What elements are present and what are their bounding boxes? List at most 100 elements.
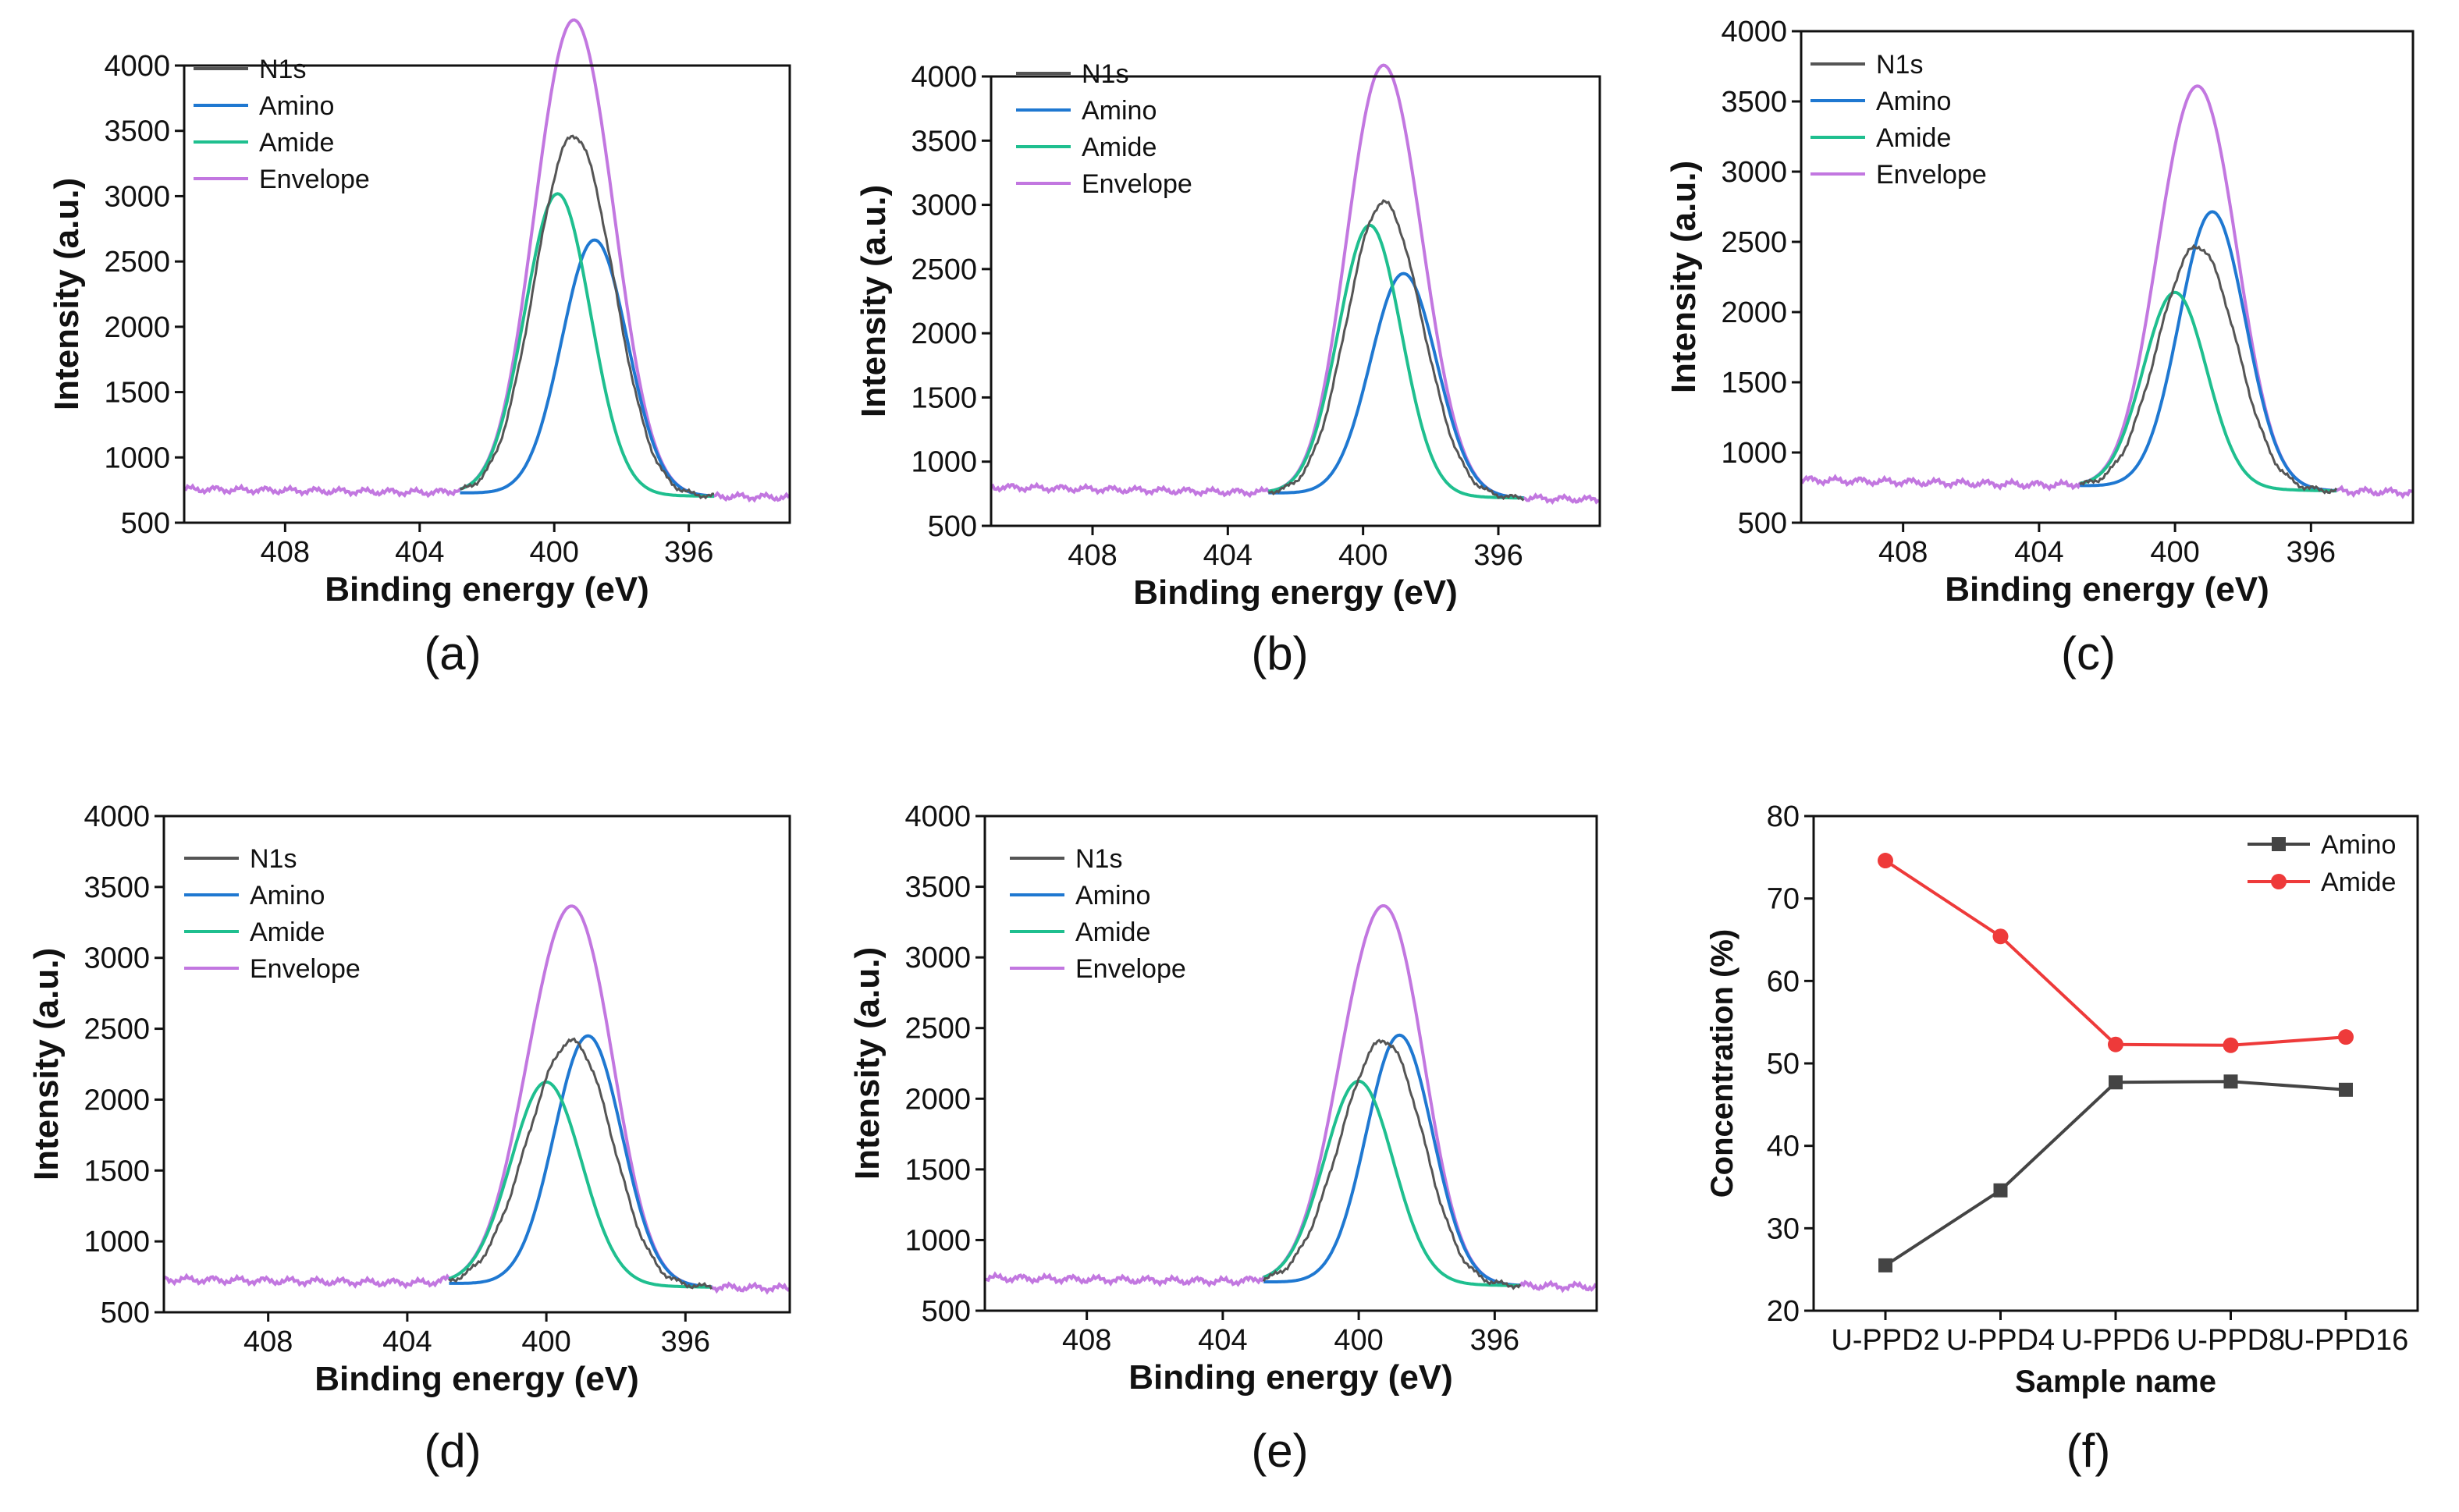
y-tick-label: 70 (1767, 883, 1800, 916)
plot-frame (183, 64, 791, 524)
legend-label: Amide (259, 128, 334, 158)
y-tick-label: 2500 (904, 1013, 971, 1045)
n1s-curve (460, 134, 715, 500)
y-axis-label: Intensity (a.u.) (48, 178, 86, 410)
y-tick-label: 4000 (104, 50, 170, 83)
legend-label: N1s (1082, 59, 1128, 89)
legend-label: Amide (1082, 133, 1157, 162)
y-axis-label: Intensity (a.u.) (848, 947, 887, 1180)
data-point-amide (1992, 928, 2009, 945)
y-tick-label: 20 (1767, 1295, 1800, 1328)
amide-curve (1263, 1079, 1521, 1287)
n1s-curve (1268, 199, 1525, 502)
y-tick-label: 4000 (904, 800, 971, 833)
y-tick-label: 40 (1767, 1130, 1800, 1163)
panel-d: 408 404 400 396 500 1000 1500 2000 2500 3000 3500 4… (27, 800, 791, 1477)
panel-caption: (b) (1251, 627, 1308, 680)
x-tick-label: 408 (243, 1326, 293, 1358)
n1s-curve (1262, 1038, 1522, 1290)
y-axis-label: Concentration (%) (1705, 929, 1739, 1198)
x-tick-label: U-PPD8 (2176, 1324, 2285, 1357)
y-axis-label: Intensity (a.u.) (1665, 161, 1703, 393)
y-tick-label: 1000 (84, 1226, 150, 1258)
legend-label: Amino (259, 91, 334, 121)
y-tick-label: 500 (1738, 507, 1787, 540)
plot-frame (983, 815, 1598, 1312)
panel-b: 408 404 400 396 500 1000 1500 2000 2500 3000 3500 4… (855, 59, 1601, 680)
x-tick-label: 396 (1470, 1324, 1519, 1357)
data-point-amino (1993, 1183, 2008, 1198)
x-axis-label: Binding energy (eV) (325, 570, 649, 609)
x-tick-label: 404 (1198, 1324, 1247, 1357)
x-axis-label: Binding energy (eV) (314, 1360, 639, 1398)
y-tick-label: 3500 (904, 871, 971, 904)
legend-label: Amino (1075, 881, 1150, 910)
legend-label: N1s (250, 844, 297, 874)
x-tick-label: 400 (1334, 1324, 1383, 1357)
envelope-curve (990, 63, 1601, 505)
y-tick-label: 4000 (84, 800, 150, 833)
y-tick-label: 500 (928, 510, 977, 543)
x-tick-label: 400 (530, 536, 579, 569)
y-tick-label: 1500 (911, 382, 977, 414)
y-tick-label: 50 (1767, 1048, 1800, 1081)
x-tick-label: 396 (2287, 536, 2336, 569)
y-tick-label: 2000 (84, 1084, 150, 1116)
data-point-amino (2223, 1074, 2238, 1089)
y-tick-label: 3500 (84, 871, 150, 904)
x-tick-label: 408 (261, 536, 310, 569)
legend-label: Amino (2321, 830, 2396, 860)
amide-curve (1268, 223, 1524, 500)
panel-caption: (a) (424, 627, 481, 680)
x-tick-label: 408 (1878, 536, 1928, 569)
legend-label: Amide (1876, 123, 1951, 153)
legend-label: Amide (1075, 917, 1150, 947)
panel-caption: (f) (2066, 1425, 2111, 1477)
y-tick-label: 500 (121, 507, 170, 540)
x-tick-label: 404 (1203, 539, 1253, 572)
legend-label: Amide (250, 917, 325, 947)
panel-a: 408 404 400 396 500 1000 1500 2000 2500 3000 3500 4… (48, 18, 791, 680)
legend-label: Amino (250, 881, 325, 910)
y-tick-label: 1000 (904, 1224, 971, 1257)
x-tick-label: U-PPD6 (2061, 1324, 2169, 1357)
data-point-amino (1878, 1258, 1892, 1272)
legend-label: N1s (259, 55, 306, 84)
y-tick-label: 500 (101, 1297, 150, 1329)
x-tick-label: U-PPD2 (1831, 1324, 1939, 1357)
data-point-amide (1878, 853, 1893, 869)
y-tick-label: 30 (1767, 1212, 1800, 1245)
y-tick-label: 1500 (904, 1154, 971, 1187)
y-tick-label: 1500 (84, 1155, 150, 1187)
x-tick-label: U-PPD16 (2283, 1324, 2409, 1357)
data-point-amino (2339, 1082, 2353, 1097)
y-tick-label: 3500 (911, 125, 977, 158)
y-tick-label: 3000 (911, 190, 977, 222)
legend-label: Envelope (1876, 160, 1987, 190)
panel-caption: (e) (1251, 1425, 1308, 1477)
y-tick-label: 2500 (104, 246, 170, 279)
y-tick-label: 3000 (904, 942, 971, 974)
plot-frame (1800, 30, 2415, 524)
x-tick-label: 400 (2150, 536, 2199, 569)
legend-label: Envelope (1075, 954, 1186, 984)
series-line-amino (1884, 1080, 2347, 1267)
n1s-curve (448, 1037, 713, 1290)
n1s-curve (2079, 243, 2338, 495)
y-tick-label: 4000 (911, 61, 977, 94)
x-tick-label: 396 (664, 536, 713, 569)
x-tick-label: 400 (521, 1326, 570, 1358)
panel-caption: (c) (2061, 627, 2116, 680)
amino-curve (2080, 210, 2337, 492)
panel-e: 408 404 400 396 500 1000 1500 2000 2500 3000 3500 4… (848, 800, 1598, 1477)
x-axis-label: Binding energy (eV) (1945, 570, 2269, 609)
x-tick-label: 408 (1062, 1324, 1111, 1357)
legend-label: Envelope (259, 165, 370, 194)
x-axis-label: Sample name (2015, 1365, 2216, 1399)
y-tick-label: 3000 (104, 180, 170, 213)
y-tick-label: 2000 (911, 318, 977, 350)
y-tick-label: 3500 (104, 115, 170, 148)
y-tick-label: 60 (1767, 965, 1800, 998)
y-tick-label: 2000 (104, 311, 170, 344)
